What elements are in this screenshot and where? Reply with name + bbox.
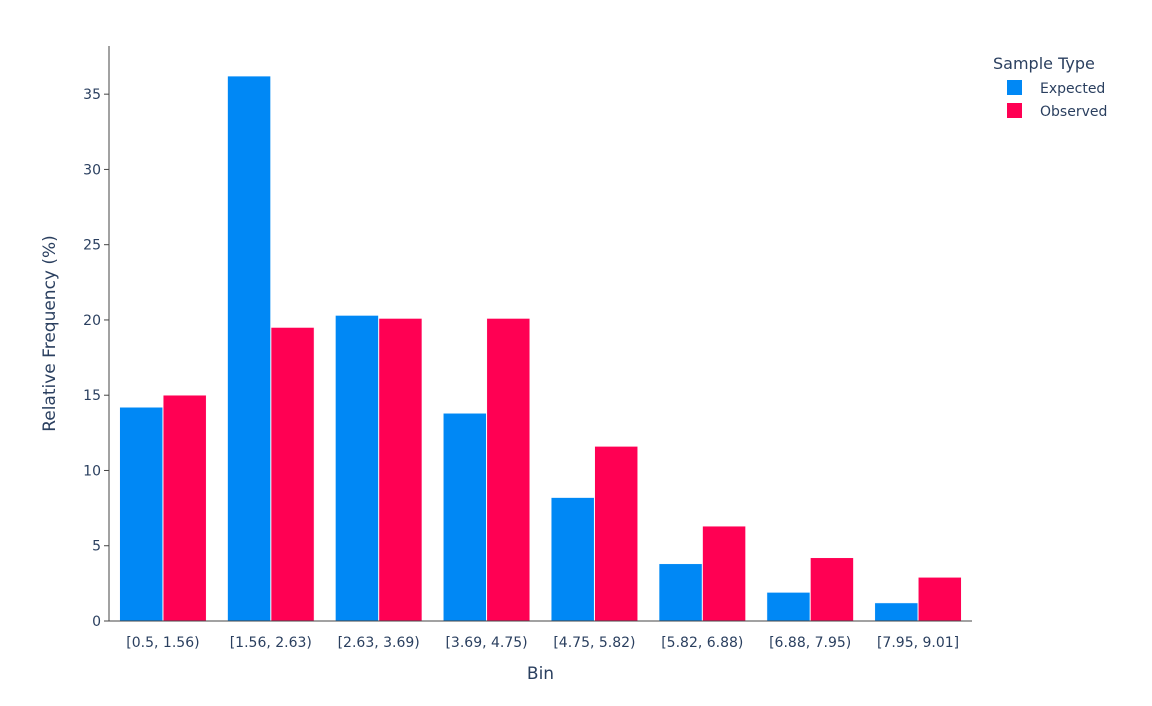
bar-observed-7[interactable]	[918, 577, 962, 622]
y-tick-label: 0	[92, 614, 101, 630]
bar-expected-2[interactable]	[335, 315, 379, 622]
bars-layer	[119, 75, 962, 622]
bar-expected-6[interactable]	[766, 592, 811, 622]
bar-expected-3[interactable]	[443, 413, 487, 622]
bar-expected-0[interactable]	[119, 407, 163, 622]
bar-observed-5[interactable]	[702, 525, 746, 622]
y-tick-label: 20	[83, 313, 101, 329]
y-tick-label: 10	[83, 463, 101, 479]
y-axis-ticks: 0 5 10 15 20 25 30 35	[83, 87, 109, 630]
x-tick-label: [3.69, 4.75)	[445, 635, 527, 651]
y-tick-label: 5	[92, 539, 101, 555]
x-tick-label: [4.75, 5.82)	[553, 635, 635, 651]
legend-swatch-observed	[1007, 103, 1022, 118]
legend-label-expected: Expected	[1040, 81, 1105, 97]
y-tick-label: 35	[83, 87, 101, 103]
bar-expected-7[interactable]	[874, 602, 919, 622]
x-tick-label: [2.63, 3.69)	[338, 635, 420, 651]
x-tick-label: [7.95, 9.01]	[877, 635, 959, 651]
legend-title: Sample Type	[993, 54, 1095, 73]
x-axis-title: Bin	[527, 664, 554, 684]
y-axis-title: Relative Frequency (%)	[40, 235, 60, 432]
legend-swatch-expected	[1007, 80, 1022, 95]
x-tick-label: [6.88, 7.95)	[769, 635, 851, 651]
bar-observed-2[interactable]	[378, 318, 423, 622]
x-tick-label: [0.5, 1.56)	[126, 635, 199, 651]
bar-observed-3[interactable]	[486, 318, 531, 622]
legend-item-observed[interactable]: Observed	[1007, 103, 1107, 120]
y-tick-label: 15	[83, 388, 101, 404]
bar-expected-1[interactable]	[227, 75, 271, 622]
bar-observed-4[interactable]	[594, 446, 638, 622]
x-tick-label: [5.82, 6.88)	[661, 635, 743, 651]
x-axis-ticks: [0.5, 1.56) [1.56, 2.63) [2.63, 3.69) [3.69…	[126, 635, 959, 651]
y-tick-label: 25	[83, 238, 101, 254]
bar-observed-1[interactable]	[270, 327, 315, 622]
bar-observed-0[interactable]	[162, 394, 207, 622]
bar-observed-6[interactable]	[810, 557, 854, 622]
bar-expected-4[interactable]	[550, 497, 595, 622]
legend-label-observed: Observed	[1040, 104, 1107, 120]
legend[interactable]: Sample Type Expected Observed	[993, 54, 1107, 120]
bar-expected-5[interactable]	[658, 563, 703, 622]
y-tick-label: 30	[83, 162, 101, 178]
legend-item-expected[interactable]: Expected	[1007, 80, 1105, 97]
x-tick-label: [1.56, 2.63)	[230, 635, 312, 651]
